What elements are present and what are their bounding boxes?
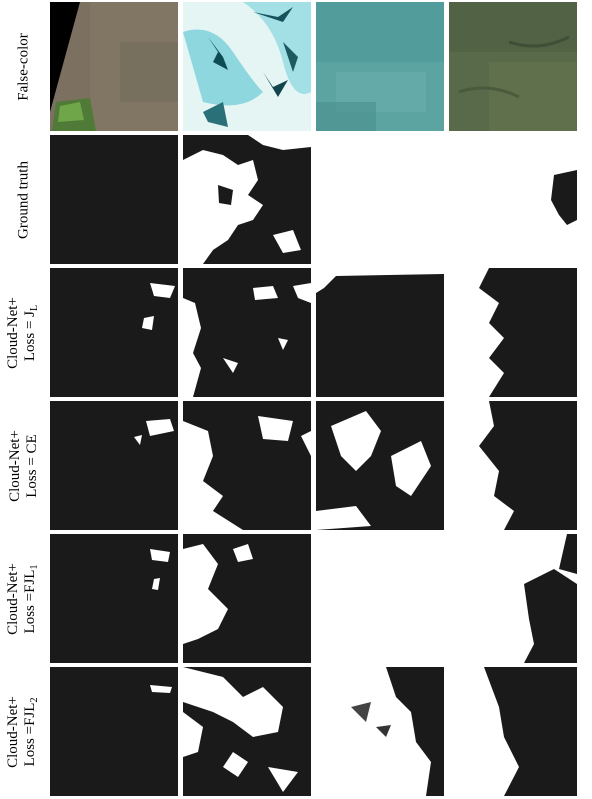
prediction-ce-1 <box>50 401 178 530</box>
prediction-jl-2 <box>183 268 311 397</box>
prediction-fjl1-2 <box>183 534 311 663</box>
row-label-subscript: 2 <box>29 697 40 703</box>
row-label-line1: Cloud-Net+ <box>5 296 21 369</box>
row-label-line1: Cloud-Net+ <box>5 695 21 768</box>
row-label-line2: Loss =FJL <box>22 702 38 766</box>
ground-truth-mask-3 <box>316 135 444 264</box>
prediction-fjl1-1 <box>50 534 178 663</box>
row-label-ground-truth: Ground truth <box>0 135 48 264</box>
prediction-jl-3 <box>316 268 444 397</box>
row-label-cloudnet-jl: Cloud-Net+ Loss = JL <box>0 268 48 397</box>
row-label-line2: Loss = CE <box>24 433 40 498</box>
prediction-fjl1-3 <box>316 534 444 663</box>
row-label-line1: Cloud-Net+ <box>5 562 21 635</box>
false-color-image-3 <box>316 2 444 131</box>
prediction-jl-1 <box>50 268 178 397</box>
prediction-fjl2-3 <box>316 667 444 796</box>
prediction-fjl2-1 <box>50 667 178 796</box>
prediction-jl-4 <box>449 268 577 397</box>
prediction-ce-3 <box>316 401 444 530</box>
row-label-line2: Loss = J <box>22 310 38 361</box>
row-label-line1: Cloud-Net+ <box>7 429 23 502</box>
row-label-line2: Loss =FJL <box>22 569 38 633</box>
ground-truth-mask-2 <box>183 135 311 264</box>
ground-truth-mask-4 <box>449 135 577 264</box>
false-color-image-2 <box>183 2 311 131</box>
prediction-ce-2 <box>183 401 311 530</box>
row-label-subscript: 1 <box>29 564 40 570</box>
row-label-false-color: False-color <box>0 2 48 131</box>
ground-truth-mask-1 <box>50 135 178 264</box>
row-label-cloudnet-fjl2: Cloud-Net+ Loss =FJL2 <box>0 667 48 796</box>
prediction-fjl2-2 <box>183 667 311 796</box>
row-label-subscript: L <box>29 304 40 311</box>
row-label-cloudnet-fjl1: Cloud-Net+ Loss =FJL1 <box>0 534 48 663</box>
false-color-image-1 <box>50 2 178 131</box>
prediction-fjl2-4 <box>449 667 577 796</box>
prediction-ce-4 <box>449 401 577 530</box>
row-label-line1: Ground truth <box>15 160 32 239</box>
row-label-line1: False-color <box>15 32 32 101</box>
prediction-fjl1-4 <box>449 534 577 663</box>
false-color-image-4 <box>449 2 577 131</box>
row-label-cloudnet-ce: Cloud-Net+ Loss = CE <box>0 401 48 530</box>
